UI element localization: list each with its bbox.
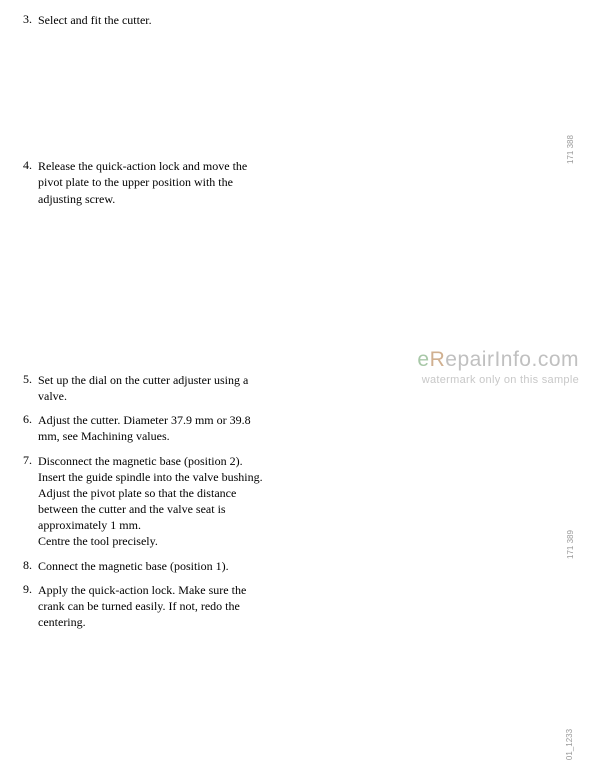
watermark-rest: epairInfo.com bbox=[445, 348, 579, 371]
step-text: Adjust the cutter. Diameter 37.9 mm or 3… bbox=[38, 412, 263, 444]
step-number: 8. bbox=[20, 558, 38, 574]
watermark-brand: eRepairInfo.com bbox=[417, 348, 579, 372]
step-text: Set up the dial on the cutter adjuster u… bbox=[38, 372, 263, 404]
step-8: 8. Connect the magnetic base (position 1… bbox=[20, 558, 579, 574]
watermark-subtext: watermark only on this sample bbox=[422, 374, 579, 386]
figure-label: 171 389 bbox=[566, 530, 575, 559]
step-number: 9. bbox=[20, 582, 38, 631]
step-text: Release the quick-action lock and move t… bbox=[38, 158, 263, 207]
step-text: Disconnect the magnetic base (position 2… bbox=[38, 453, 263, 550]
figure-label: 01_1233 bbox=[565, 729, 574, 760]
step-text: Apply the quick-action lock. Make sure t… bbox=[38, 582, 263, 631]
illustration-quick-lock bbox=[369, 590, 579, 765]
illustration-cutter-fit bbox=[329, 5, 579, 170]
illustration-pivot-plate bbox=[359, 185, 579, 350]
step-number: 3. bbox=[20, 12, 38, 28]
figure-label: 171 388 bbox=[566, 135, 575, 164]
step-text: Select and fit the cutter. bbox=[38, 12, 263, 28]
step-number: 7. bbox=[20, 453, 38, 550]
watermark-e: e bbox=[417, 348, 429, 371]
illustration-magnetic-base bbox=[359, 395, 579, 560]
watermark-r: R bbox=[430, 348, 446, 371]
step-text: Connect the magnetic base (position 1). bbox=[38, 558, 263, 574]
step-number: 6. bbox=[20, 412, 38, 444]
step-number: 5. bbox=[20, 372, 38, 404]
step-number: 4. bbox=[20, 158, 38, 207]
